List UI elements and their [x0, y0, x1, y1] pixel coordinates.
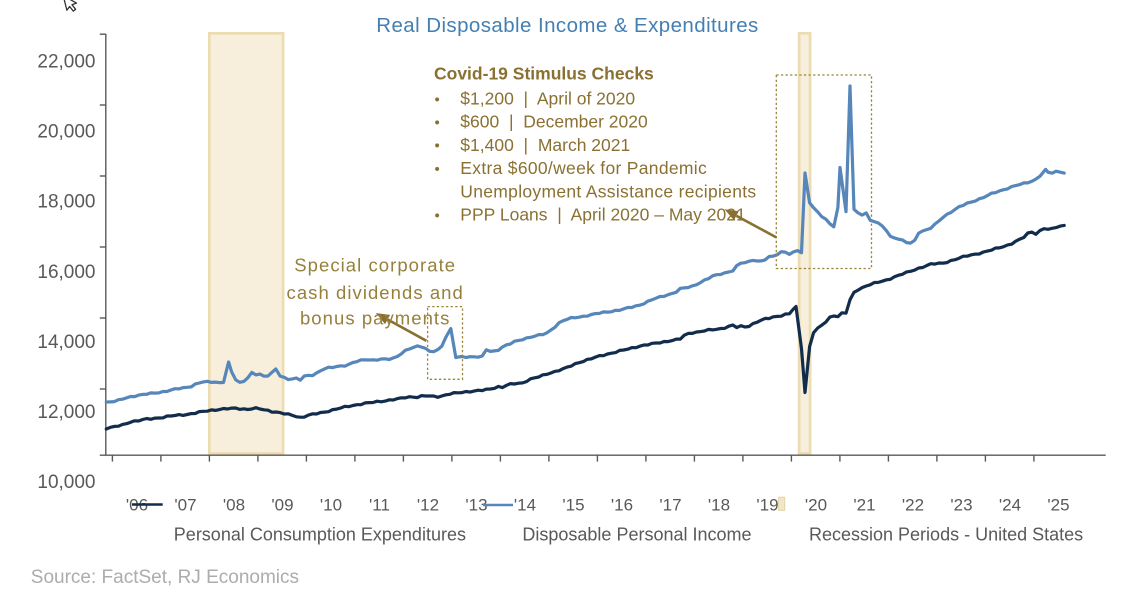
svg-text:Real Disposable Income & Expen: Real Disposable Income & Expenditures — [376, 14, 758, 37]
svg-text:'25: '25 — [1047, 496, 1069, 515]
svg-text:'14: '14 — [514, 496, 536, 515]
svg-text:●: ● — [434, 210, 440, 221]
svg-text:20,000: 20,000 — [37, 122, 95, 143]
svg-text:Extra $600/week for Pandemic: Extra $600/week for Pandemic — [460, 158, 707, 178]
svg-text:●: ● — [434, 94, 440, 105]
svg-text:Special corporate: Special corporate — [294, 255, 456, 276]
svg-text:Personal Consumption Expenditu: Personal Consumption Expenditures — [174, 525, 466, 545]
svg-text:$1,400 | March 2021: $1,400 | March 2021 — [460, 135, 630, 155]
svg-text:18,000: 18,000 — [37, 192, 95, 213]
svg-text:16,000: 16,000 — [37, 262, 95, 283]
svg-text:'22: '22 — [902, 496, 924, 515]
svg-text:12,000: 12,000 — [37, 402, 95, 423]
svg-text:14,000: 14,000 — [37, 332, 95, 353]
svg-text:Disposable Personal Income: Disposable Personal Income — [522, 525, 751, 545]
svg-text:'08: '08 — [223, 496, 245, 515]
svg-text:●: ● — [434, 117, 440, 128]
svg-text:Source: FactSet, RJ Economics: Source: FactSet, RJ Economics — [31, 567, 299, 588]
svg-text:'12: '12 — [417, 496, 439, 515]
svg-text:'19: '19 — [756, 496, 778, 515]
svg-text:'23: '23 — [950, 496, 972, 515]
svg-text:10,000: 10,000 — [37, 472, 95, 493]
svg-text:'07: '07 — [174, 496, 196, 515]
svg-text:cash dividends and: cash dividends and — [287, 282, 464, 303]
svg-text:'16: '16 — [611, 496, 633, 515]
svg-text:Covid-19 Stimulus Checks: Covid-19 Stimulus Checks — [434, 64, 654, 84]
svg-text:PPP Loans | April 2020 – May: PPP Loans | April 2020 – May 2021 — [460, 205, 745, 225]
svg-text:'10: '10 — [320, 496, 342, 515]
svg-text:Recession Periods - United Sta: Recession Periods - United States — [809, 525, 1083, 545]
svg-text:'15: '15 — [562, 496, 584, 515]
svg-text:'24: '24 — [999, 496, 1021, 515]
svg-text:'11: '11 — [369, 496, 390, 515]
svg-text:●: ● — [434, 140, 440, 151]
svg-text:$1,200 | April of 2020: $1,200 | April of 2020 — [460, 89, 635, 109]
svg-text:'18: '18 — [708, 496, 730, 515]
svg-text:'21: '21 — [853, 496, 875, 515]
svg-text:22,000: 22,000 — [37, 52, 95, 73]
svg-text:'13: '13 — [465, 496, 487, 515]
svg-text:'20: '20 — [805, 496, 827, 515]
svg-text:'17: '17 — [659, 496, 681, 515]
svg-text:Unemployment Assistance recipi: Unemployment Assistance recipients — [460, 181, 756, 201]
svg-text:bonus payments: bonus payments — [300, 308, 450, 329]
svg-text:$600 | December 2020: $600 | December 2020 — [460, 112, 648, 132]
svg-text:'09: '09 — [271, 496, 293, 515]
svg-text:●: ● — [434, 163, 440, 174]
